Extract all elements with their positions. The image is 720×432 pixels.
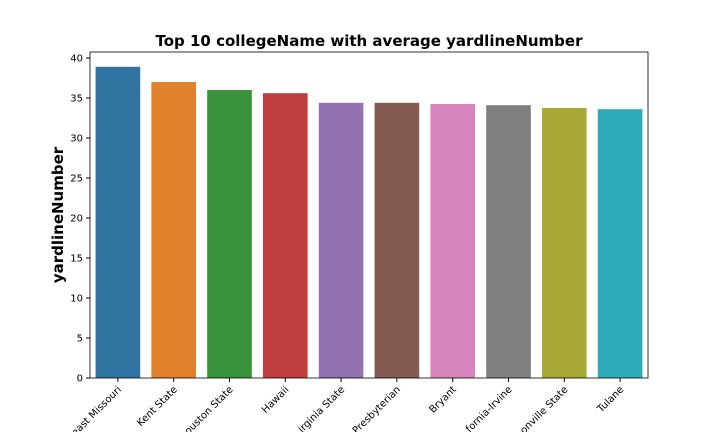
bar: [430, 104, 476, 378]
x-tick-label: Kent State: [135, 384, 180, 429]
bar: [486, 105, 531, 378]
x-tick-label: Presbyterian: [351, 384, 403, 432]
x-tick-label: Tulane: [595, 384, 626, 415]
x-tick-label: east Missouri: [70, 384, 124, 432]
bar: [374, 102, 420, 379]
bar: [318, 102, 364, 379]
bar: [262, 93, 308, 378]
bar: [151, 82, 197, 378]
bar: [541, 108, 587, 378]
y-tick-label: 20: [70, 214, 83, 225]
y-axis-label: yardlineNumber: [49, 146, 67, 283]
bar: [597, 109, 643, 378]
plot-frame: [89, 51, 649, 379]
x-tick-label: Hawaii: [260, 384, 291, 415]
x-tick-label: irginia State: [296, 384, 347, 432]
x-tick-label: Bryant: [428, 384, 459, 415]
y-tick-label: 15: [70, 254, 83, 265]
bar: [95, 66, 141, 379]
y-tick-label: 5: [77, 334, 83, 345]
y-tick-label: 35: [70, 94, 83, 105]
y-tick-label: 10: [70, 294, 83, 305]
y-tick-label: 25: [70, 174, 83, 185]
chart-title: Top 10 collegeName with average yardline…: [155, 32, 583, 50]
y-tick-label: 40: [70, 54, 83, 65]
x-tick-label: onville State: [518, 384, 570, 432]
y-tick-label: 0: [77, 374, 83, 385]
x-tick-label: fornia-Irvine: [464, 384, 515, 432]
bar: [207, 90, 252, 378]
x-tick-label: ouston State: [183, 384, 236, 432]
y-tick-label: 30: [70, 134, 83, 145]
